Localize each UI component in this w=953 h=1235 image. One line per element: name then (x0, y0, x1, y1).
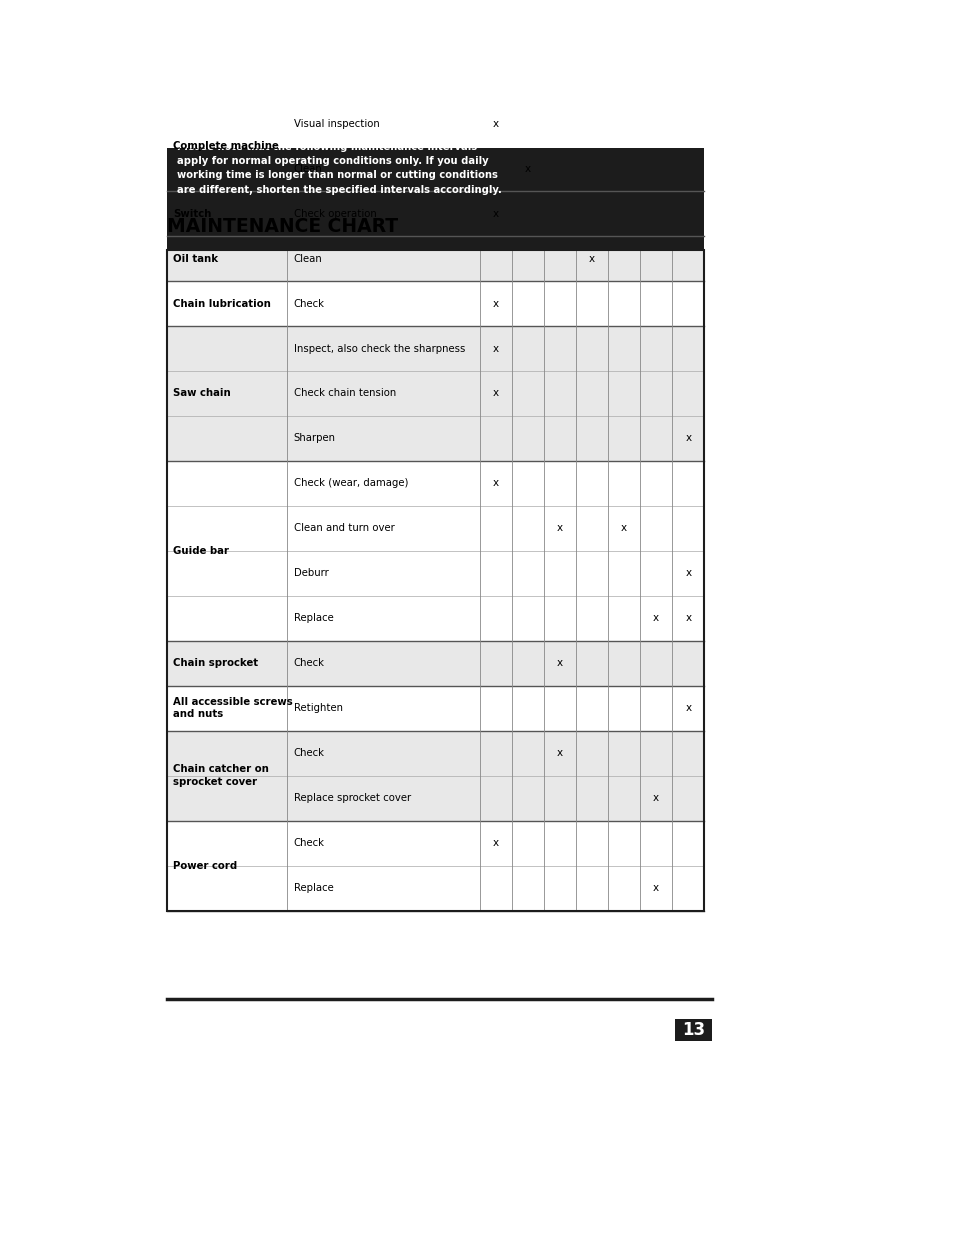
Text: x: x (492, 299, 498, 309)
Text: x: x (492, 119, 498, 128)
Text: Clean and turn over: Clean and turn over (294, 524, 394, 534)
Text: Saw chain: Saw chain (173, 389, 231, 399)
Text: Check chain tension: Check chain tension (294, 389, 395, 399)
Text: x: x (492, 839, 498, 848)
Text: Chain lubrication: Chain lubrication (173, 299, 271, 309)
Bar (167, 776, 703, 820)
Text: Check (wear, damage): Check (wear, damage) (294, 478, 408, 488)
Text: Check: Check (294, 658, 324, 668)
Text: x: x (684, 568, 691, 578)
Bar (167, 370, 703, 416)
Text: Visual inspection: Visual inspection (294, 119, 379, 128)
Text: Inspect, also check the sharpness: Inspect, also check the sharpness (294, 343, 464, 353)
Text: Weekly: Weekly (555, 57, 564, 95)
Text: x: x (492, 478, 498, 488)
Text: After finishing work or daily: After finishing work or daily (523, 0, 532, 95)
Text: Retighten: Retighten (294, 703, 342, 713)
Text: Chain catcher on
sprocket cover: Chain catcher on sprocket cover (173, 764, 269, 787)
Bar (167, 820, 703, 866)
Bar (167, 416, 703, 461)
Text: 13: 13 (681, 1021, 704, 1039)
Text: x: x (653, 793, 659, 803)
Text: x: x (653, 614, 659, 624)
Bar (167, 866, 703, 910)
Text: x: x (684, 614, 691, 624)
Bar (167, 731, 703, 776)
Text: x: x (492, 343, 498, 353)
Text: Check operation: Check operation (294, 209, 376, 219)
Text: Guide bar: Guide bar (173, 546, 230, 556)
Text: MAINTENANCE CHART: MAINTENANCE CHART (167, 217, 398, 236)
Bar (167, 641, 703, 685)
Text: Oil tank: Oil tank (173, 253, 218, 263)
Text: x: x (653, 883, 659, 893)
Text: Clean: Clean (294, 164, 322, 174)
Text: Switch: Switch (173, 209, 212, 219)
Bar (167, 282, 703, 326)
Text: Sharpen: Sharpen (294, 433, 335, 443)
Text: x: x (620, 524, 626, 534)
Text: x: x (684, 433, 691, 443)
Bar (167, 326, 703, 370)
Text: Replace sprocket cover: Replace sprocket cover (294, 793, 411, 803)
Text: Check: Check (294, 748, 324, 758)
Text: As required: As required (683, 33, 692, 95)
Text: Clean: Clean (294, 253, 322, 263)
Text: Chain sprocket: Chain sprocket (173, 658, 258, 668)
Text: Replace: Replace (294, 883, 333, 893)
Bar (167, 551, 703, 595)
Bar (167, 249, 703, 910)
Text: Replace: Replace (294, 614, 333, 624)
Bar (167, 101, 703, 249)
Bar (167, 236, 703, 282)
Text: All accessible screws
and nuts: All accessible screws and nuts (173, 697, 293, 719)
Bar (167, 101, 703, 146)
Bar (167, 461, 703, 506)
Text: Monthly: Monthly (587, 52, 596, 95)
Text: If damaged: If damaged (651, 35, 660, 95)
Text: Please note that the following maintenance intervals
apply for normal operating : Please note that the following maintenan… (176, 142, 501, 195)
Text: Check: Check (294, 299, 324, 309)
Text: x: x (684, 703, 691, 713)
Text: Before starting work: Before starting work (491, 0, 499, 95)
Text: Check: Check (294, 839, 324, 848)
Text: Complete machine: Complete machine (173, 141, 279, 151)
Text: x: x (588, 253, 595, 263)
Bar (167, 146, 703, 191)
Text: If faulty: If faulty (618, 53, 628, 95)
Text: x: x (557, 524, 562, 534)
Text: Power cord: Power cord (173, 861, 237, 871)
Text: x: x (492, 209, 498, 219)
Bar (167, 506, 703, 551)
Bar (167, 191, 703, 236)
Text: x: x (557, 658, 562, 668)
Text: Deburr: Deburr (294, 568, 328, 578)
Bar (167, 595, 703, 641)
Text: x: x (492, 389, 498, 399)
Bar (167, 685, 703, 731)
Text: x: x (524, 164, 530, 174)
Bar (674, 1019, 711, 1041)
Text: x: x (557, 748, 562, 758)
